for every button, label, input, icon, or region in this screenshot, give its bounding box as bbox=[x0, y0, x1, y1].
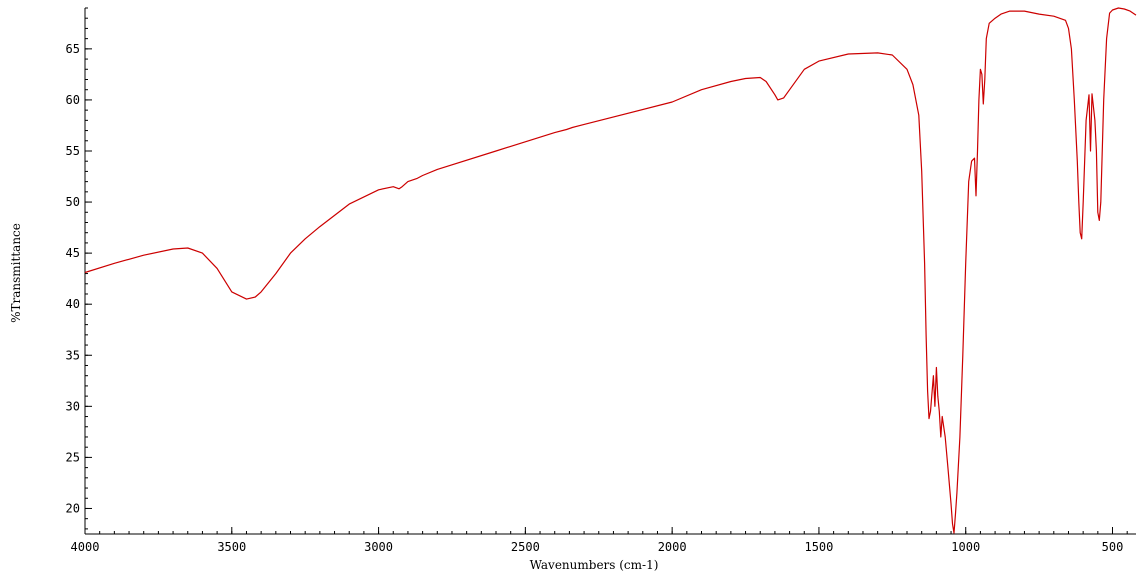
spectrum-line bbox=[84, 7, 1137, 534]
x-tick-label: 1500 bbox=[804, 540, 833, 554]
y-tick-label: 20 bbox=[66, 501, 80, 515]
y-tick-label: 35 bbox=[66, 348, 80, 362]
x-tick-label: 1000 bbox=[951, 540, 980, 554]
axes bbox=[84, 8, 1136, 535]
y-tick-label: 40 bbox=[66, 297, 80, 311]
y-tick-label: 60 bbox=[66, 93, 80, 107]
y-tick-label: 55 bbox=[66, 144, 80, 158]
ticks: 4000 3500 3000 2500 2000 1500 1000 500 20 25 30 35 4… bbox=[66, 7, 1128, 554]
x-tick-label: 4000 bbox=[71, 540, 100, 554]
plot-area bbox=[84, 7, 1137, 534]
x-tick-label: 2500 bbox=[511, 540, 540, 554]
x-tick-label: 2000 bbox=[658, 540, 687, 554]
x-tick-label: 3500 bbox=[217, 540, 246, 554]
y-tick-label: 45 bbox=[66, 246, 80, 260]
chart-frame bbox=[8, 8, 1136, 570]
x-tick-label: 500 bbox=[1102, 540, 1124, 554]
x-axis-title: Wavenumbers (cm-1) bbox=[530, 558, 659, 571]
y-axis-title: %Transmittance bbox=[9, 223, 23, 323]
x-tick-label: 3000 bbox=[364, 540, 393, 554]
y-tick-label: 50 bbox=[66, 195, 80, 209]
y-tick-label: 65 bbox=[66, 42, 80, 56]
y-tick-label: 30 bbox=[66, 399, 80, 413]
y-tick-label: 25 bbox=[66, 450, 80, 464]
